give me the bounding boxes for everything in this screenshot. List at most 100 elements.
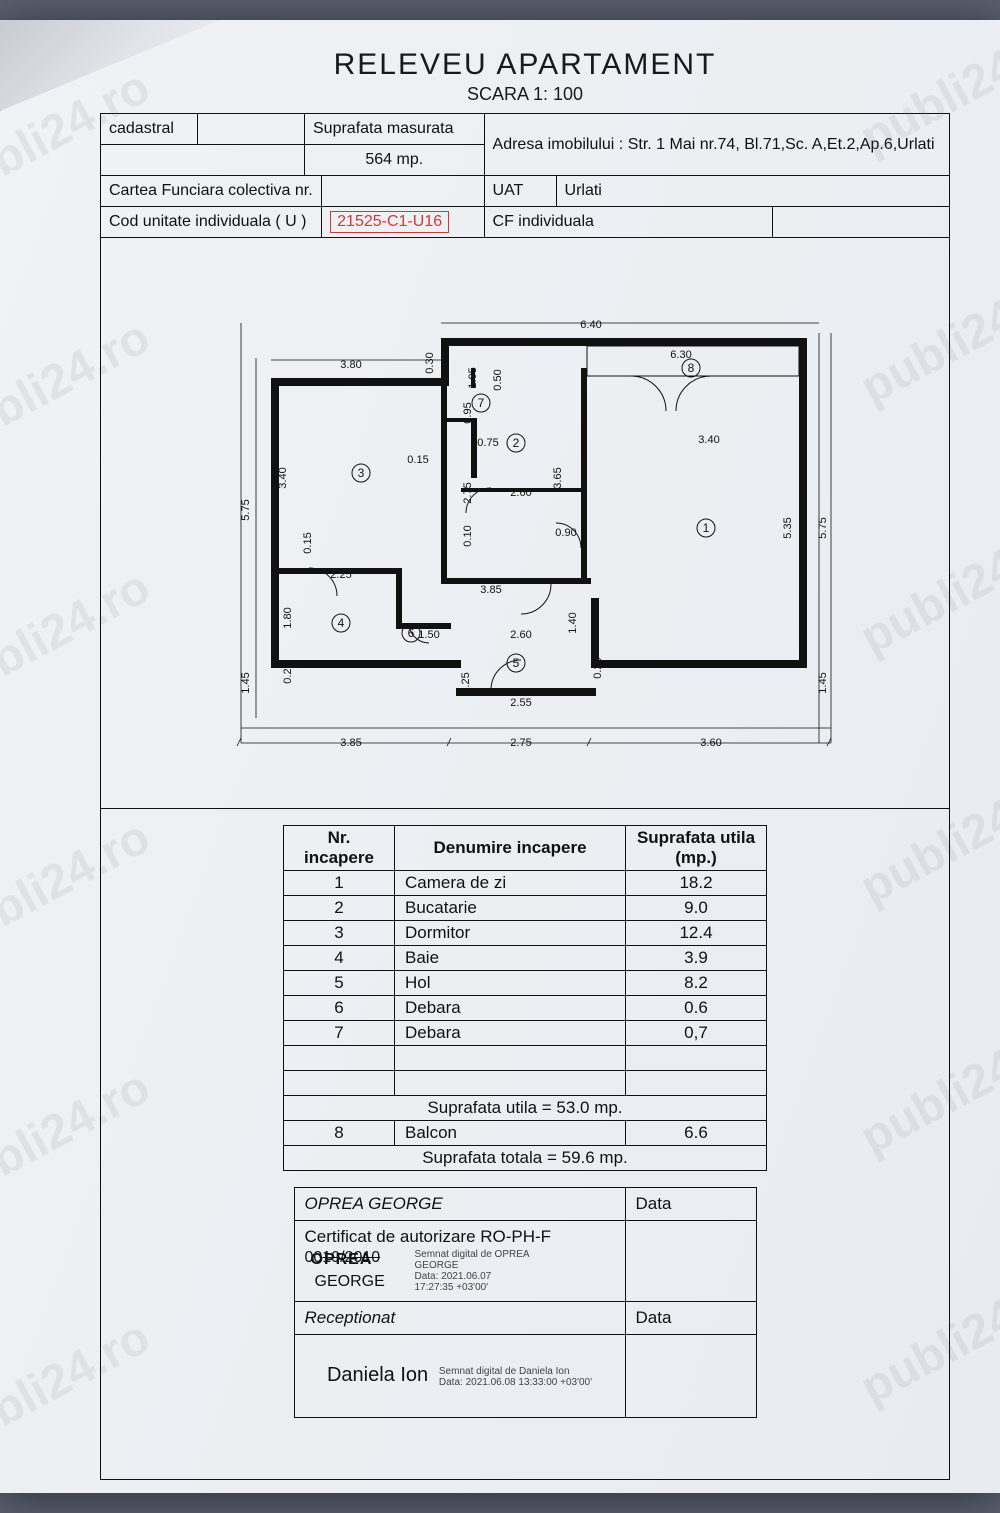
svg-text:3: 3 (358, 466, 365, 480)
cadastral-value (198, 114, 305, 145)
uat-value: Urlati (556, 176, 949, 207)
table-row: Cartea Funciara colectiva nr. UAT Urlati (101, 176, 950, 207)
col-header-surface: Suprafata utila (mp.) (626, 826, 767, 871)
room-name: Camera de zi (395, 871, 626, 896)
dimension-label: 0.10 (462, 525, 474, 546)
empty-cell (101, 145, 305, 176)
unit-label: Cod unitate individuala ( U ) (101, 207, 322, 238)
room-surface: 0,7 (626, 1021, 767, 1046)
dimension-label: 0.20 (282, 662, 294, 683)
floor-plan-svg: 12345678 6.406.303.800.301.151.050.503.4… (171, 268, 871, 788)
receptor-small: Semnat digital de Daniela IonData: 2021.… (439, 1366, 592, 1388)
dimension-label: 5.75 (240, 499, 252, 520)
table-row: 4 Baie 3.9 (284, 946, 767, 971)
room-name: Dormitor (395, 921, 626, 946)
dimension-label: 0.30 (424, 352, 436, 373)
dimension-label: 6.40 (580, 319, 601, 331)
util-total: Suprafata utila = 53.0 mp. (284, 1096, 767, 1121)
uat-label: UAT (484, 176, 556, 207)
dimension-label: 3.85 (480, 584, 501, 596)
dimension-label: 3.40 (698, 434, 719, 446)
signer-name: OPREA GEORGE (294, 1188, 625, 1221)
dimension-label: 0.75 (477, 437, 498, 449)
svg-text:6: 6 (408, 626, 415, 640)
dimension-label: 1.25 (460, 672, 472, 693)
dimension-label: 2.60 (510, 629, 531, 641)
svg-text:2: 2 (513, 436, 520, 450)
svg-text:1: 1 (703, 521, 710, 535)
room-surface: 9.0 (626, 896, 767, 921)
room-marker: 2 (507, 434, 525, 452)
receptor-cell: Daniela Ion Semnat digital de Daniela Io… (294, 1335, 625, 1418)
scale-label: SCARA 1: 100 (100, 84, 950, 105)
address-label: Adresa imobilului : (493, 136, 624, 153)
room-marker: 3 (352, 464, 370, 482)
dimension-label: 0.95 (462, 402, 474, 423)
room-surface: 3.9 (626, 946, 767, 971)
table-row: Cod unitate individuala ( U ) 21525-C1-U… (101, 207, 950, 238)
room-nr: 4 (284, 946, 395, 971)
data-value (625, 1221, 756, 1302)
plan-area: 12345678 6.406.303.800.301.151.050.503.4… (101, 238, 949, 808)
grand-total: Suprafata totala = 59.6 mp. (284, 1146, 767, 1171)
room-nr: 6 (284, 996, 395, 1021)
cert-print-name2: GEORGE (315, 1273, 385, 1291)
balcony-nr: 8 (284, 1121, 395, 1146)
cf-collective-value (322, 176, 484, 207)
dimension-label: 1.50 (418, 629, 439, 641)
table-row: OPREA GEORGE Data (294, 1188, 756, 1221)
dimension-label: 6.30 (670, 349, 691, 361)
room-name: Baie (395, 946, 626, 971)
table-row: 8 Balcon 6.6 (284, 1121, 767, 1146)
dimension-label: 0.50 (492, 369, 504, 390)
receptionat-label: Receptionat (294, 1302, 625, 1335)
cadastral-label: cadastral (101, 114, 198, 145)
dimension-label: 3.40 (277, 467, 289, 488)
svg-text:7: 7 (478, 396, 485, 410)
room-marker: 7 (472, 394, 490, 412)
room-nr: 7 (284, 1021, 395, 1046)
table-row (284, 1071, 767, 1096)
dimension-label: 1.15 (440, 357, 452, 378)
room-name: Hol (395, 971, 626, 996)
dimension-label: 0.90 (555, 527, 576, 539)
room-surface: 18.2 (626, 871, 767, 896)
col-header-name: Denumire incapere (395, 826, 626, 871)
room-nr: 2 (284, 896, 395, 921)
room-nr: 5 (284, 971, 395, 996)
table-row: Nr. incapere Denumire incapere Suprafata… (284, 826, 767, 871)
data-label2: Data (625, 1302, 756, 1335)
table-row: 5 Hol 8.2 (284, 971, 767, 996)
cf-indiv-value (773, 207, 950, 238)
digital-signature-small: Semnat digital de OPREAGEORGEData: 2021.… (415, 1249, 595, 1293)
cert-cell: Certificat de autorizare RO-PH-F 0019/20… (294, 1221, 625, 1302)
room-name: Bucatarie (395, 896, 626, 921)
dimension-label: 2.60 (510, 487, 531, 499)
dimension-label: 1.45 (240, 672, 252, 693)
dimension-label: 2.75 (462, 482, 474, 503)
table-row: 2 Bucatarie 9.0 (284, 896, 767, 921)
dimension-label: 2.75 (510, 737, 531, 749)
rooms-table: Nr. incapere Denumire incapere Suprafata… (283, 825, 767, 1171)
dimension-label: 0.20 (592, 657, 604, 678)
room-name: Debara (395, 996, 626, 1021)
address-value: Str. 1 Mai nr.74, Bl.71,Sc. A,Et.2,Ap.6,… (628, 136, 935, 153)
room-surface: 0.6 (626, 996, 767, 1021)
surface-value: 564 mp. (305, 145, 485, 176)
table-row (284, 1046, 767, 1071)
unit-code: 21525-C1-U16 (330, 211, 449, 233)
surface-label: Suprafata masurata (305, 114, 485, 145)
dimension-label: 1.80 (282, 607, 294, 628)
data-value2 (625, 1335, 756, 1418)
table-row: 3 Dormitor 12.4 (284, 921, 767, 946)
cf-indiv-label: CF individuala (484, 207, 772, 238)
room-marker: 5 (507, 654, 525, 672)
data-label: Data (625, 1188, 756, 1221)
dimension-label: 0.15 (302, 532, 314, 553)
signer-table: OPREA GEORGE Data Certificat de autoriza… (294, 1187, 757, 1418)
plan-frame: 12345678 6.406.303.800.301.151.050.503.4… (100, 238, 950, 1480)
col-header-nr: Nr. incapere (284, 826, 395, 871)
bottom-area: Nr. incapere Denumire incapere Suprafata… (101, 808, 949, 1479)
dimension-label: 3.80 (340, 359, 361, 371)
table-row: Certificat de autorizare RO-PH-F 0019/20… (294, 1221, 756, 1302)
